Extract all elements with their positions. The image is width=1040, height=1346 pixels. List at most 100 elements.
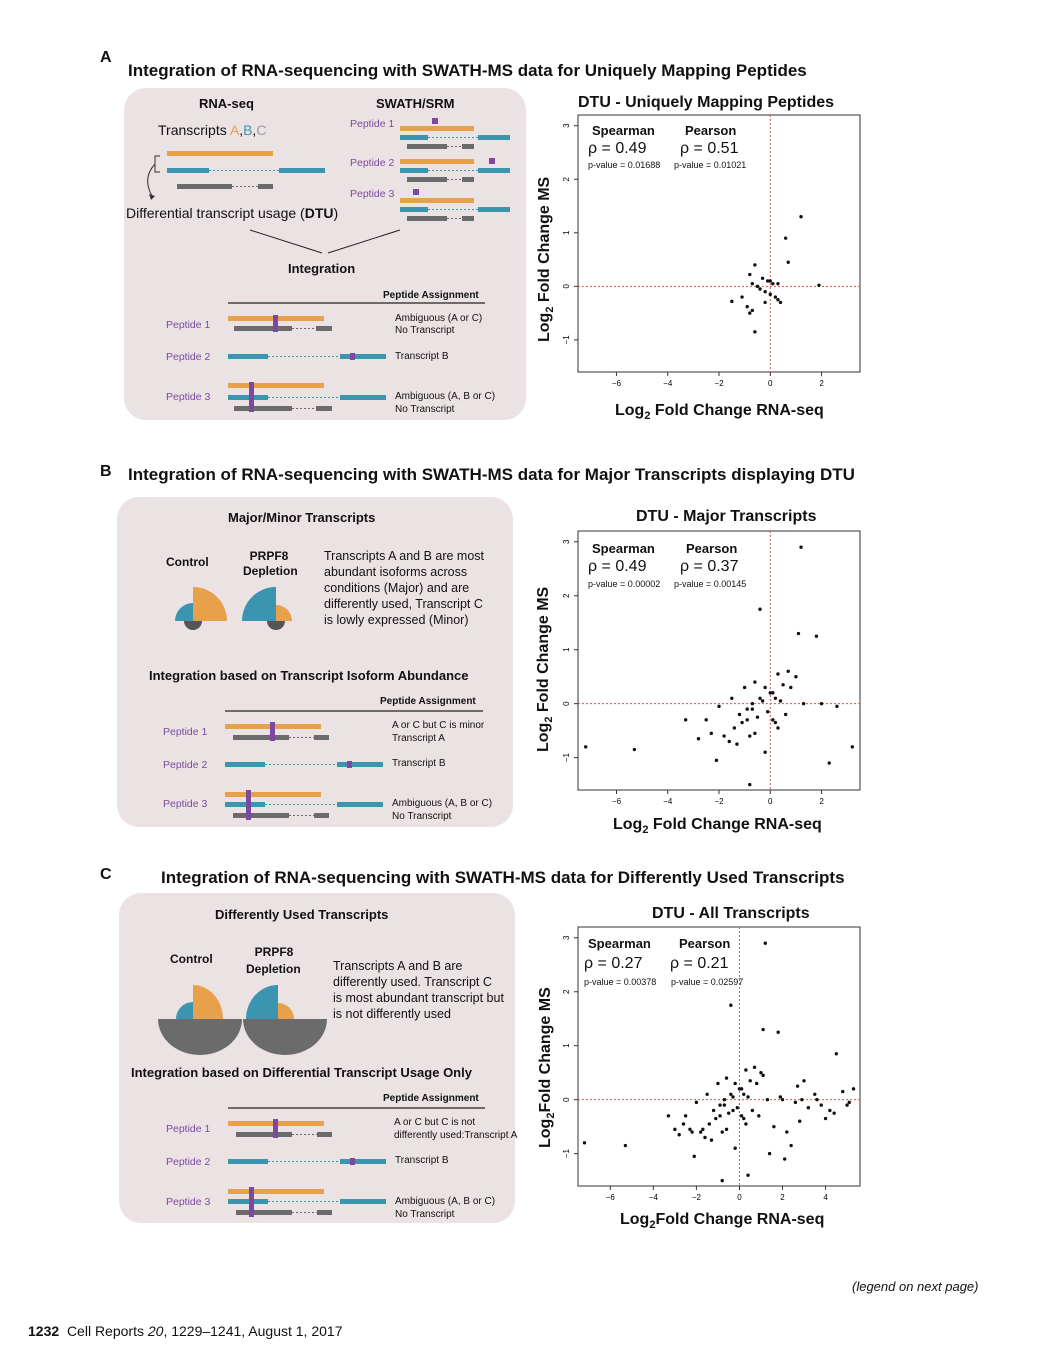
plot-3-ytick-label: 3 [562, 935, 571, 940]
a-row1-peptide: Peptide 1 [166, 319, 211, 331]
plot-3-point [813, 1092, 817, 1096]
c-row3-assignment-1: Ambiguous (A, B or C) [395, 1196, 496, 1207]
swath-3-transcript-b-exon2 [478, 207, 510, 212]
b-control-wedge-c [184, 621, 202, 630]
plot-2-point [709, 731, 714, 736]
plot-2-point [750, 707, 755, 711]
plot-1-title: DTU - Uniquely Mapping Peptides [578, 94, 835, 111]
panel-a-schematic-box [124, 88, 526, 420]
panel-c-prpf8-line2: Depletion [246, 962, 301, 976]
plot-3-xtick-label: 2 [780, 1193, 785, 1202]
plot-3-point [729, 1003, 733, 1007]
plot-3-point [765, 1097, 770, 1102]
plot-3-point [720, 1178, 724, 1183]
plot-2-point [740, 720, 744, 725]
plot-1-xtick-label: −2 [714, 379, 724, 388]
plot-1-point [776, 281, 780, 286]
plot-2-point [760, 699, 765, 703]
panel-c-box-title: Differently Used Transcripts [215, 907, 389, 922]
plot-3-point [707, 1122, 712, 1126]
plot-2-pearson-rho: ρ = 0.37 [680, 558, 739, 575]
b-row2-peptide-mark [347, 761, 352, 768]
plot-2-point [583, 745, 588, 749]
plot-1-point [817, 283, 821, 287]
plot-3-point [819, 1103, 823, 1107]
c-control-wedge-a [193, 985, 223, 1019]
plot-3-xtick-label: 4 [823, 1193, 828, 1202]
a-row1-transcript-c-exon1 [234, 326, 292, 331]
plot-3-pearson-label: Pearson [679, 936, 731, 951]
plot-2-spearman-label: Spearman [592, 541, 655, 556]
c-row3-transcript-b-exon1 [228, 1199, 268, 1204]
plot-3-point [746, 1095, 750, 1099]
plot-1-point [768, 292, 772, 297]
b-row3-transcript-b-exon2 [337, 802, 383, 807]
plot-3-point [582, 1141, 587, 1145]
dtu-arrow-head [149, 194, 155, 200]
swath-peptide-2: Peptide 2 [350, 157, 395, 169]
panel-c-prpf8-line1: PRPF8 [254, 945, 294, 959]
plot-2-point [827, 761, 831, 765]
plot-2-point [763, 685, 767, 690]
plot-2-spearman-p: p-value = 0.00002 [588, 579, 661, 589]
plot-3-point [714, 1116, 718, 1121]
b-prpf8-wedge-b [242, 587, 276, 621]
plot-3-xtick-label: −2 [692, 1193, 702, 1202]
swath-1-transcript-c-exon1 [407, 144, 447, 149]
plot-1-point [799, 215, 803, 219]
plot-1-point [760, 276, 765, 281]
plot-2-point [776, 726, 780, 730]
plot-3-svg: −6 −4 −2 0 2 4 −1 0 1 2 3 [562, 926, 861, 1202]
plot-3-ytick-label: 1 [562, 1043, 571, 1048]
swath-1-transcript-b-exon2 [478, 135, 510, 140]
a-row3-transcript-a [228, 383, 324, 388]
peptide-assignment-header-a: Peptide Assignment [383, 290, 479, 301]
plot-2-point [745, 718, 749, 722]
plot-3-point [742, 1116, 746, 1121]
plot-3-point [722, 1097, 727, 1102]
plot-1-point [755, 284, 760, 289]
swath-peptide-3: Peptide 3 [350, 188, 395, 200]
b-row2-transcript-b-exon2 [337, 762, 383, 767]
plot-1-point [740, 295, 744, 299]
a-row3-peptide-mark [249, 382, 254, 412]
c-row3-transcript-c-exon2 [317, 1210, 332, 1215]
plot-2-point [735, 742, 739, 746]
plot-3-point [716, 1081, 720, 1086]
plot-3-point [681, 1122, 686, 1126]
plot-3-point [731, 1095, 735, 1099]
panel-b-desc-line-3: conditions (Major) and are [324, 581, 470, 595]
plot-3-point [724, 1127, 729, 1132]
plot-3-ytick-label: −1 [562, 1149, 571, 1159]
plot-3-point [798, 1119, 802, 1123]
b-row2-assignment-1: Transcript B [392, 758, 446, 769]
plot-3-point [785, 1130, 789, 1134]
plot-3-point [795, 1084, 800, 1088]
plot-2-point [789, 685, 793, 690]
plot-3-point [677, 1133, 681, 1137]
plot-1-xlabel: Log2 Fold Change RNA-seq [615, 402, 824, 423]
plot-2-svg: −6 −4 −2 0 2 −1 0 1 2 3 [562, 530, 861, 806]
panel-c-letter: C [100, 866, 112, 883]
plot-2-point [796, 631, 801, 636]
b-row3-assignment-1: Ambiguous (A, B or C) [392, 798, 493, 809]
plot-2-point [776, 672, 780, 676]
a-row3-transcript-c-exon1 [234, 406, 292, 411]
plot-2-point [727, 739, 731, 744]
a-row3-transcript-b-exon1 [228, 395, 268, 400]
plot-2-point [763, 750, 767, 754]
plot-2-point [755, 715, 760, 719]
plot-2-point [683, 718, 688, 722]
plot-2-point [758, 696, 762, 700]
plot-3-point [750, 1108, 755, 1113]
b-row3-peptide-mark [246, 790, 251, 820]
swath-1-transcript-c-exon2 [462, 144, 474, 149]
plot-1-ylabel: Log2 Fold Change MS [536, 176, 557, 342]
plot-2-point [745, 707, 749, 711]
c-prpf8-wedge-b [246, 985, 278, 1019]
b-row1-assignment-1: A or C but C is minor [392, 720, 485, 731]
plot-3-point [757, 1114, 761, 1118]
plot-3-xlabel: Log2Fold Change RNA-seq [620, 1211, 825, 1232]
swath-2-transcript-c-exon1 [407, 177, 447, 182]
